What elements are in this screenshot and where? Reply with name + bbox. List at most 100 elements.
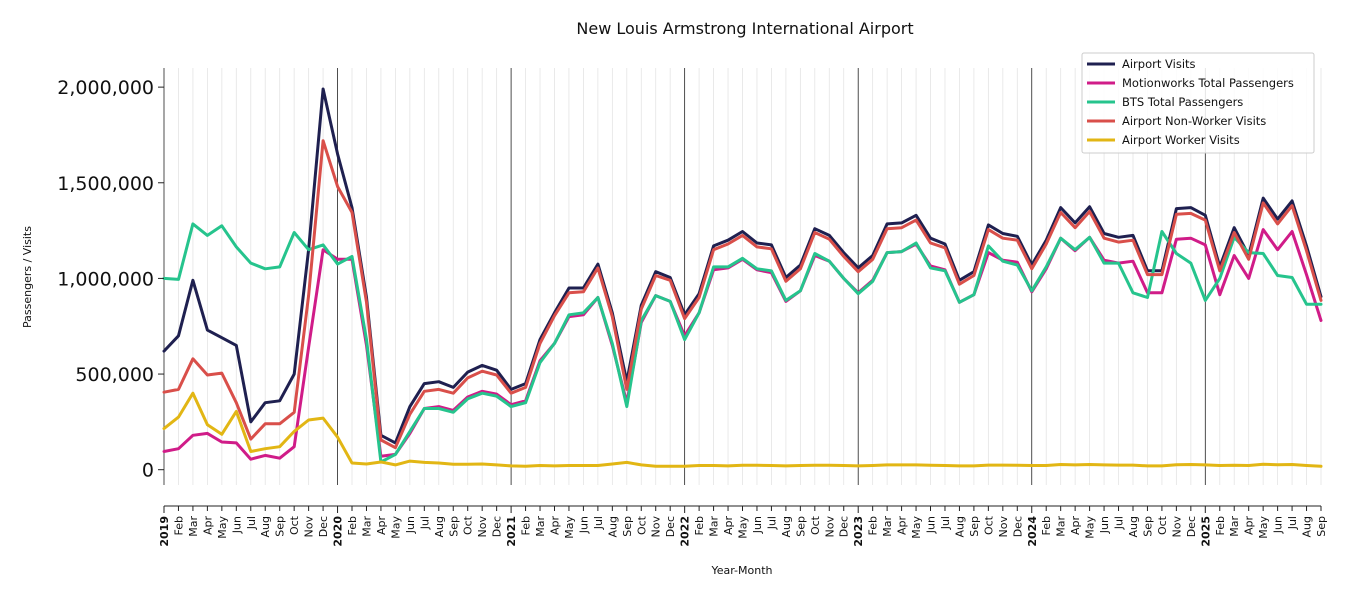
x-tick-label: Mar	[1055, 516, 1068, 537]
x-tick-label: Oct	[1156, 515, 1169, 535]
y-tick-label: 0	[142, 460, 154, 482]
x-tick-label: Mar	[708, 516, 721, 537]
x-tick-label: Feb	[172, 516, 185, 535]
x-tick-label: Feb	[520, 516, 533, 535]
x-tick-label: Oct	[809, 515, 822, 535]
x-tick-label: Jul	[418, 516, 431, 530]
legend-label: Airport Visits	[1122, 57, 1196, 71]
y-tick-label: 500,000	[75, 364, 154, 386]
x-tick-label: Mar	[360, 516, 373, 537]
x-tick-label: Oct	[462, 515, 475, 535]
x-tick-label: Nov	[1170, 516, 1183, 538]
x-tick-label: Aug	[606, 516, 619, 537]
x-tick-label: Mar	[534, 516, 547, 537]
x-tick-label: 2020	[332, 516, 345, 547]
x-axis-label: Year-Month	[710, 564, 772, 577]
x-tick-label: Nov	[997, 516, 1010, 538]
x-tick-label: Feb	[346, 516, 359, 535]
x-tick-label: 2021	[505, 516, 518, 547]
x-tick-label: Jun	[1272, 516, 1285, 534]
x-tick-label: Jul	[765, 516, 778, 530]
x-tick-label: Jul	[939, 516, 952, 530]
x-tick-label: Mar	[187, 516, 200, 537]
x-tick-label: Dec	[1011, 516, 1024, 537]
chart-title: New Louis Armstrong International Airpor…	[576, 19, 913, 38]
x-tick-label: Feb	[867, 516, 880, 535]
x-tick-label: Mar	[1228, 516, 1241, 537]
x-tick-label: Sep	[1141, 516, 1154, 537]
x-tick-label: Jun	[577, 516, 590, 534]
y-tick-label: 1,500,000	[57, 173, 154, 195]
x-tick-label: Aug	[1301, 516, 1314, 537]
x-tick-label: Sep	[621, 516, 634, 537]
x-tick-label: Aug	[780, 516, 793, 537]
x-tick-label: Oct	[635, 515, 648, 535]
x-tick-label: Jun	[1098, 516, 1111, 534]
x-tick-label: Feb	[693, 516, 706, 535]
x-tick-label: Aug	[259, 516, 272, 537]
x-tick-label: Aug	[433, 516, 446, 537]
x-tick-label: Dec	[317, 516, 330, 537]
x-tick-label: Sep	[968, 516, 981, 537]
series-lines	[162, 87, 1323, 468]
x-tick-label: Aug	[953, 516, 966, 537]
y-tick-label: 2,000,000	[57, 77, 154, 99]
x-tick-label: Feb	[1040, 516, 1053, 535]
x-tick-label: Apr	[548, 516, 561, 536]
x-tick-label: May	[1084, 516, 1097, 539]
legend-label: BTS Total Passengers	[1122, 95, 1243, 109]
legend-frame	[1081, 52, 1315, 154]
x-tick-label: Jul	[1113, 516, 1126, 530]
x-tick-label: Nov	[823, 516, 836, 538]
legend: Airport Visits Motionworks Total Passenge…	[1081, 52, 1315, 154]
y-ticks: 0 500,000 1,000,000 1,500,000 2,000,000	[57, 77, 164, 482]
x-tick-label: 2019	[158, 516, 171, 547]
x-tick-label: May	[563, 516, 576, 539]
x-tick-label: Mar	[881, 516, 894, 537]
y-tick-label: 1,000,000	[57, 268, 154, 290]
x-tick-label: 2022	[679, 516, 692, 547]
x-tick-label: Oct	[982, 515, 995, 535]
x-tick-label: 2023	[852, 516, 865, 547]
x-tick-label: Jul	[1286, 516, 1299, 530]
x-tick-label: Apr	[722, 516, 735, 536]
x-tick-label: Apr	[1243, 516, 1256, 536]
x-tick-label: Oct	[288, 515, 301, 535]
x-tick-label: Jun	[925, 516, 938, 534]
x-tick-label: May	[389, 516, 402, 539]
x-tick-label: Jun	[404, 516, 417, 534]
x-tick-label: May	[737, 516, 750, 539]
x-tick-label: Dec	[491, 516, 504, 537]
x-tick-label: 2025	[1199, 516, 1212, 547]
x-tick-label: Dec	[664, 516, 677, 537]
x-tick-label: Nov	[650, 516, 663, 538]
x-tick-label: Sep	[794, 516, 807, 537]
x-tick-label: Dec	[1185, 516, 1198, 537]
x-tick-label: 2024	[1026, 516, 1039, 547]
x-tick-label: May	[216, 516, 229, 539]
series-line-airport-worker-visits	[162, 391, 1323, 468]
x-tick-label: Jun	[751, 516, 764, 534]
x-tick-label: Sep	[1315, 516, 1328, 537]
x-tick-label: May	[910, 516, 923, 539]
x-tick-label: Aug	[1127, 516, 1140, 537]
x-tick-label: Apr	[375, 516, 388, 536]
legend-label: Airport Non-Worker Visits	[1122, 114, 1266, 128]
x-tick-label: Sep	[447, 516, 460, 537]
x-ticks: 2019 Feb Mar Apr May Jun Jul Aug Sep Oct Nov Dec 202…	[158, 506, 1328, 547]
x-tick-label: Jun	[230, 516, 243, 534]
x-tick-label: Apr	[1069, 516, 1082, 536]
legend-label: Motionworks Total Passengers	[1122, 76, 1294, 90]
x-tick-label: Feb	[1214, 516, 1227, 535]
series-line-bts-total-passengers	[162, 222, 1323, 464]
x-tick-label: Apr	[201, 516, 214, 536]
y-axis-label: Passengers / Visits	[21, 226, 34, 328]
legend-label: Airport Worker Visits	[1122, 133, 1240, 147]
x-tick-label: Nov	[303, 516, 316, 538]
x-tick-label: Apr	[896, 516, 909, 536]
x-tick-label: Dec	[838, 516, 851, 537]
x-tick-label: May	[1257, 516, 1270, 539]
x-tick-label: Jul	[592, 516, 605, 530]
